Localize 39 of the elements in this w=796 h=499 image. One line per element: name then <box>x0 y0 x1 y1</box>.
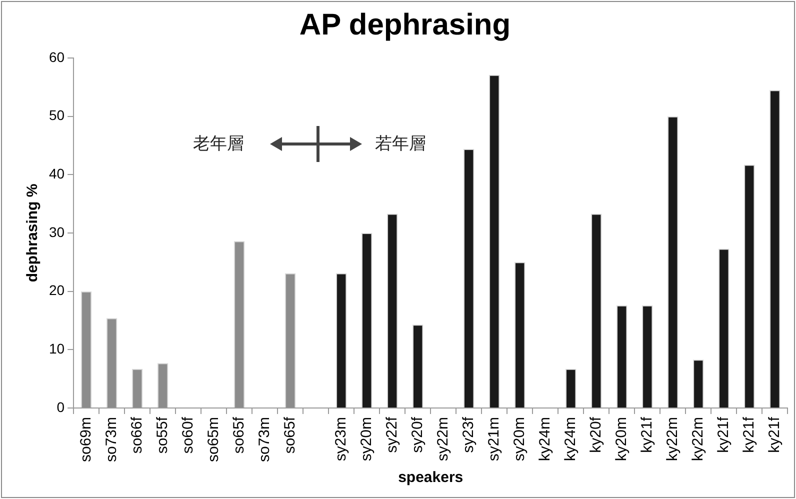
x-tick-label: so65m <box>204 416 222 462</box>
x-tick-label: ky21f <box>715 416 732 453</box>
x-tick-label: ky22m <box>690 416 707 462</box>
y-tick-label: 60 <box>48 48 65 65</box>
x-tick-label: sy20f <box>409 416 426 453</box>
x-tick-label: so73m <box>102 416 120 462</box>
y-tick-label: 50 <box>48 107 65 124</box>
y-tick-label: 30 <box>48 224 65 240</box>
x-tick-label: so66f <box>128 416 146 454</box>
annotation: 老年層 <box>193 133 244 155</box>
x-axis-title: speakers <box>398 469 464 486</box>
x-tick-label: so73m <box>256 416 273 462</box>
chart-title: AP dephrasing <box>299 8 511 42</box>
y-tick-label: 10 <box>48 340 65 357</box>
x-tick-label: so69m <box>77 416 94 462</box>
x-tick-label: sy23f <box>460 416 478 453</box>
x-tick-label: so55f <box>154 416 171 454</box>
x-tick-label: ky21f <box>638 416 656 453</box>
y-tick-label: 0 <box>56 398 65 415</box>
x-tick-label: sy22m <box>434 416 452 462</box>
annotation: 若年層 <box>375 133 426 155</box>
x-tick-label: ky21f <box>766 416 784 453</box>
x-tick-label: ky20m <box>613 416 630 462</box>
x-tick-label: so65f <box>281 416 298 454</box>
y-axis-title: dephrasing % <box>24 184 42 282</box>
x-tick-label: sy22f <box>383 416 400 453</box>
x-tick-label: sy20m <box>511 416 528 462</box>
x-tick-label: ky20f <box>588 416 605 453</box>
y-tick-label: 20 <box>48 282 65 298</box>
x-tick-label: so65f <box>230 416 248 454</box>
x-tick-label: so60f <box>179 416 196 454</box>
x-tick-label: ky24m <box>562 416 580 462</box>
y-tick-label: 40 <box>48 166 65 182</box>
x-tick-label: ky21f <box>740 416 758 453</box>
x-tick-label: sy21m <box>486 416 503 462</box>
x-tick-label: sy20m <box>358 416 375 462</box>
x-tick-label: sy23m <box>332 416 350 462</box>
x-tick-label: ky24m <box>536 416 554 462</box>
x-tick-label: ky22m <box>664 416 682 462</box>
